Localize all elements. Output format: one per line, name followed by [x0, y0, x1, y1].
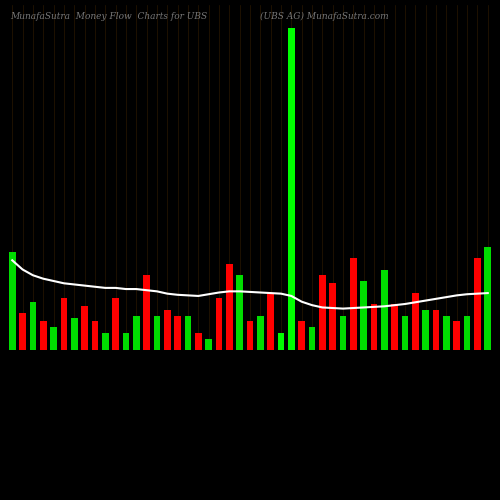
- Bar: [195, 333, 202, 350]
- Bar: [184, 316, 192, 350]
- Bar: [122, 333, 130, 350]
- Bar: [257, 316, 264, 350]
- Bar: [30, 302, 36, 350]
- Bar: [71, 318, 78, 350]
- Bar: [432, 310, 440, 350]
- Bar: [319, 275, 326, 350]
- Bar: [133, 316, 140, 350]
- Bar: [60, 298, 68, 350]
- Bar: [360, 281, 367, 350]
- Bar: [246, 321, 254, 350]
- Bar: [381, 270, 388, 350]
- Text: MunafaSutra  Money Flow  Charts for UBS: MunafaSutra Money Flow Charts for UBS: [10, 12, 207, 21]
- Bar: [9, 252, 16, 350]
- Bar: [278, 333, 284, 350]
- Bar: [40, 321, 46, 350]
- Bar: [174, 316, 181, 350]
- Bar: [370, 304, 378, 350]
- Bar: [464, 316, 470, 350]
- Bar: [392, 304, 398, 350]
- Bar: [92, 321, 98, 350]
- Bar: [484, 246, 491, 350]
- Bar: [164, 310, 170, 350]
- Bar: [340, 316, 346, 350]
- Bar: [81, 306, 88, 350]
- Bar: [144, 275, 150, 350]
- Bar: [402, 316, 408, 350]
- Bar: [154, 316, 160, 350]
- Bar: [226, 264, 232, 350]
- Bar: [19, 313, 26, 350]
- Bar: [112, 298, 119, 350]
- Bar: [412, 292, 419, 350]
- Bar: [236, 275, 243, 350]
- Bar: [422, 310, 429, 350]
- Bar: [102, 333, 108, 350]
- Text: (UBS AG) MunafaSutra.com: (UBS AG) MunafaSutra.com: [260, 12, 388, 21]
- Bar: [206, 338, 212, 350]
- Bar: [350, 258, 356, 350]
- Bar: [330, 284, 336, 350]
- Bar: [288, 28, 294, 350]
- Bar: [474, 258, 481, 350]
- Bar: [268, 292, 274, 350]
- Bar: [216, 298, 222, 350]
- Bar: [298, 321, 305, 350]
- Bar: [454, 321, 460, 350]
- Bar: [308, 327, 316, 350]
- Bar: [50, 327, 57, 350]
- Bar: [443, 316, 450, 350]
